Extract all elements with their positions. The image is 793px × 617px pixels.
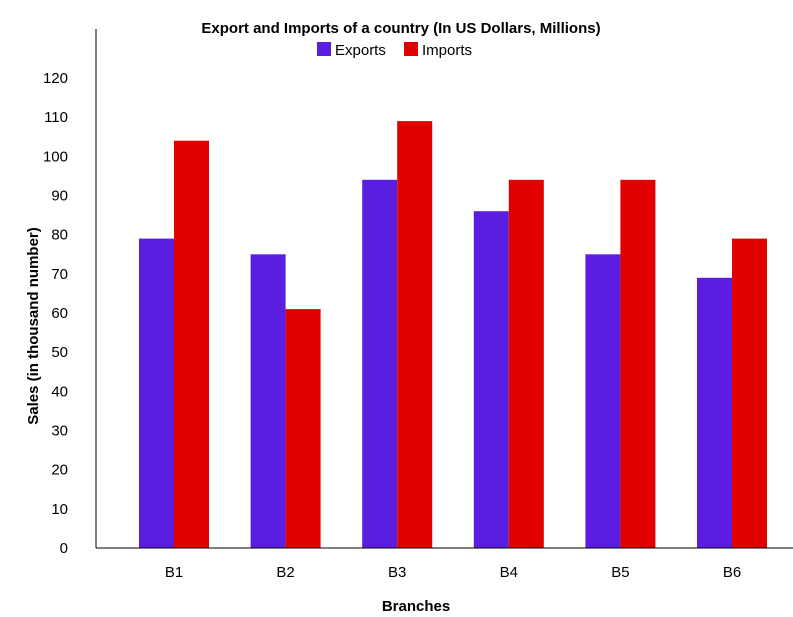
bar-imports-b3 — [397, 121, 433, 548]
bar-exports-b1 — [139, 238, 174, 548]
x-tick-label: B3 — [388, 564, 406, 581]
bar-exports-b4 — [473, 211, 509, 548]
y-axis-title: Sales (in thousand number) — [25, 227, 42, 425]
x-tick-label: B5 — [611, 564, 629, 581]
legend: Exports Imports — [317, 42, 472, 59]
y-tick-label: 10 — [51, 501, 68, 518]
y-tick-label: 80 — [51, 227, 68, 244]
bar-exports-b6 — [697, 277, 732, 549]
legend-label-imports: Imports — [422, 42, 472, 59]
y-tick-label: 100 — [43, 148, 68, 165]
bar-imports-b4 — [508, 179, 544, 549]
y-tick-label: 50 — [51, 344, 68, 361]
x-axis-ticks: B1 B2 B3 B4 B5 B6 — [165, 564, 741, 581]
bar-imports-b2 — [285, 309, 321, 548]
bar-exports-b2 — [250, 254, 286, 549]
bars — [139, 121, 767, 549]
x-tick-label: B2 — [276, 564, 294, 581]
y-tick-label: 30 — [51, 423, 68, 440]
bar-imports-b1 — [174, 140, 209, 548]
y-tick-label: 90 — [51, 188, 68, 205]
y-tick-label: 40 — [51, 383, 68, 400]
x-axis-title: Branches — [382, 598, 450, 615]
y-axis-ticks: 0 10 20 30 40 50 60 70 80 90 100 110 120 — [43, 70, 68, 557]
legend-label-exports: Exports — [335, 42, 386, 59]
bar-exports-b3 — [362, 179, 398, 549]
bar-imports-b5 — [620, 179, 656, 549]
bar-imports-b6 — [732, 238, 767, 548]
legend-swatch-imports — [404, 42, 418, 56]
x-tick-label: B4 — [500, 564, 518, 581]
y-tick-label: 110 — [44, 109, 68, 126]
bar-exports-b5 — [585, 254, 621, 549]
y-tick-label: 20 — [51, 462, 68, 479]
legend-swatch-exports — [317, 42, 331, 56]
y-tick-label: 120 — [43, 70, 68, 87]
y-tick-label: 60 — [51, 305, 68, 322]
x-tick-label: B6 — [723, 564, 741, 581]
y-tick-label: 0 — [60, 540, 68, 557]
y-tick-label: 70 — [51, 266, 68, 283]
x-tick-label: B1 — [165, 564, 183, 581]
chart-title: Export and Imports of a country (In US D… — [201, 20, 600, 37]
